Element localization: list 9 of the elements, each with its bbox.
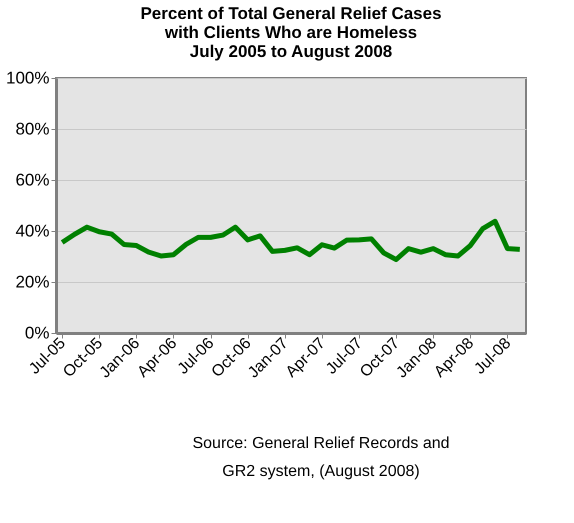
- text: GR2 system, (August 2008): [222, 463, 420, 480]
- chart-title: Percent of Total General Relief Cases with Clients Who are Homeless July 2005 to August 2008: [140, 4, 442, 61]
- y-tick-label: 20%: [15, 272, 50, 292]
- y-tick-label: 40%: [15, 222, 50, 240]
- y-tick-label: 80%: [15, 120, 50, 138]
- source-note: Source: General Relief Records and: [192, 435, 450, 452]
- y-tick-label: 60%: [15, 170, 50, 190]
- y-tick-label: 0%: [24, 324, 50, 342]
- y-tick-label: 100%: [6, 68, 50, 88]
